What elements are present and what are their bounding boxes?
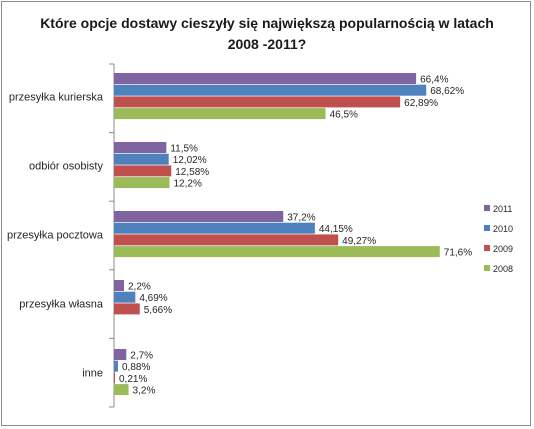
bar — [114, 73, 417, 84]
bar — [114, 108, 326, 120]
category-label: przesyłka pocztowa — [7, 229, 104, 241]
bar — [114, 153, 169, 165]
bar — [114, 96, 401, 108]
legend-label: 2008 — [493, 264, 513, 274]
data-label: 12,02% — [173, 155, 207, 166]
bar — [114, 142, 167, 153]
data-label: 46,5% — [330, 110, 358, 121]
bar — [114, 360, 119, 372]
bar — [114, 234, 339, 246]
bar — [114, 384, 129, 396]
legend-label: 2009 — [493, 244, 513, 254]
data-label: 0,88% — [122, 362, 150, 373]
data-label: 0,21% — [119, 374, 147, 385]
bar — [114, 280, 125, 291]
legend-label: 2010 — [493, 224, 513, 234]
legend-swatch — [484, 245, 490, 251]
data-label: 12,58% — [175, 167, 209, 178]
data-label: 37,2% — [287, 213, 315, 224]
category-label: przesyłka kurierska — [9, 91, 104, 103]
data-label: 49,27% — [342, 236, 376, 247]
bar — [114, 222, 315, 234]
bar — [114, 177, 170, 189]
legend-swatch — [484, 225, 490, 231]
data-label: 44,15% — [319, 224, 353, 235]
data-label: 3,2% — [133, 386, 156, 397]
data-label: 71,6% — [444, 248, 472, 259]
category-label: inne — [82, 367, 103, 379]
data-label: 4,69% — [139, 293, 167, 304]
bar — [114, 84, 427, 96]
data-label: 62,89% — [404, 98, 438, 109]
data-label: 68,62% — [430, 86, 464, 97]
category-label: odbiór osobisty — [29, 160, 103, 172]
chart-title: Które opcje dostawy cieszyły się najwięk… — [40, 15, 494, 52]
legend-swatch — [484, 205, 490, 211]
data-label: 2,2% — [128, 282, 151, 293]
data-label: 5,66% — [144, 305, 172, 316]
data-label: 66,4% — [420, 75, 448, 86]
bar — [114, 165, 172, 177]
bar — [114, 372, 115, 384]
bar — [114, 211, 284, 222]
bar — [114, 291, 136, 303]
data-label: 11,5% — [170, 144, 198, 155]
bar — [114, 246, 440, 258]
data-label: 12,2% — [174, 179, 202, 190]
legend-swatch — [484, 265, 490, 271]
bar — [114, 349, 127, 360]
legend-label: 2011 — [493, 204, 512, 214]
data-label: 2,7% — [130, 351, 153, 362]
bar — [114, 303, 140, 315]
category-label: przesyłka własna — [19, 298, 104, 310]
